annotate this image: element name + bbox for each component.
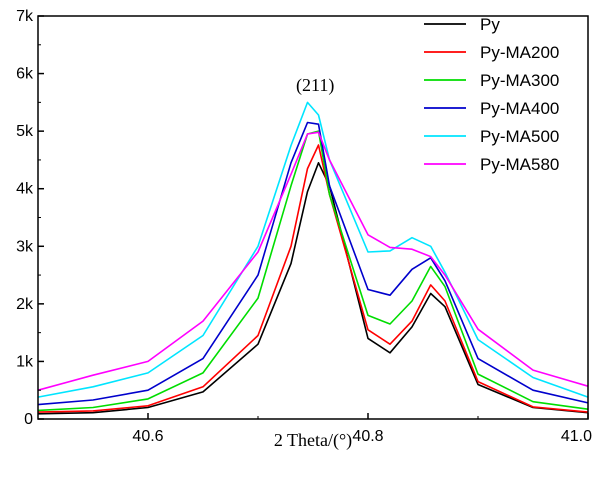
y-tick-label: 1k [16,353,34,370]
axis-tick-labels: 0 1k 2k 3k 4k 5k 6k 7k 40.6 40.8 41.0 [16,8,592,445]
y-tick-label: 4k [16,181,34,198]
series-line-py-ma200 [37,144,589,413]
legend-label: Py-MA300 [480,71,559,90]
legend-label: Py-MA200 [480,43,559,62]
legend-label: Py-MA400 [480,99,559,118]
y-tick-label: 0 [24,411,33,428]
series-line-py-ma300 [37,130,589,412]
y-tick-label: 7k [16,8,34,25]
plot-lines [37,101,589,415]
legend-label: Py-MA580 [480,155,559,174]
y-tick-label: 5k [16,123,34,140]
x-tick-label: 40.6 [132,428,163,445]
y-tick-label: 2k [16,296,34,313]
legend: Py Py-MA200 Py-MA300 Py-MA400 Py-MA500 Py-MA5… [424,15,559,174]
x-axis-title: 2 Theta/(°) [274,430,352,451]
y-tick-label: 6k [16,66,34,83]
series-line-py-ma500 [37,101,589,398]
y-tick-label: 3k [16,238,34,255]
series-line-py [37,162,589,415]
legend-label: Py-MA500 [480,127,559,146]
x-tick-label: 40.8 [352,428,383,445]
series-line-py-ma400 [37,121,589,406]
series-line-py-ma580 [37,131,589,391]
peak-annotation: (211) [296,75,334,96]
x-tick-label: 41.0 [561,428,592,445]
axis-ticks [37,15,589,420]
legend-label: Py [480,15,500,34]
